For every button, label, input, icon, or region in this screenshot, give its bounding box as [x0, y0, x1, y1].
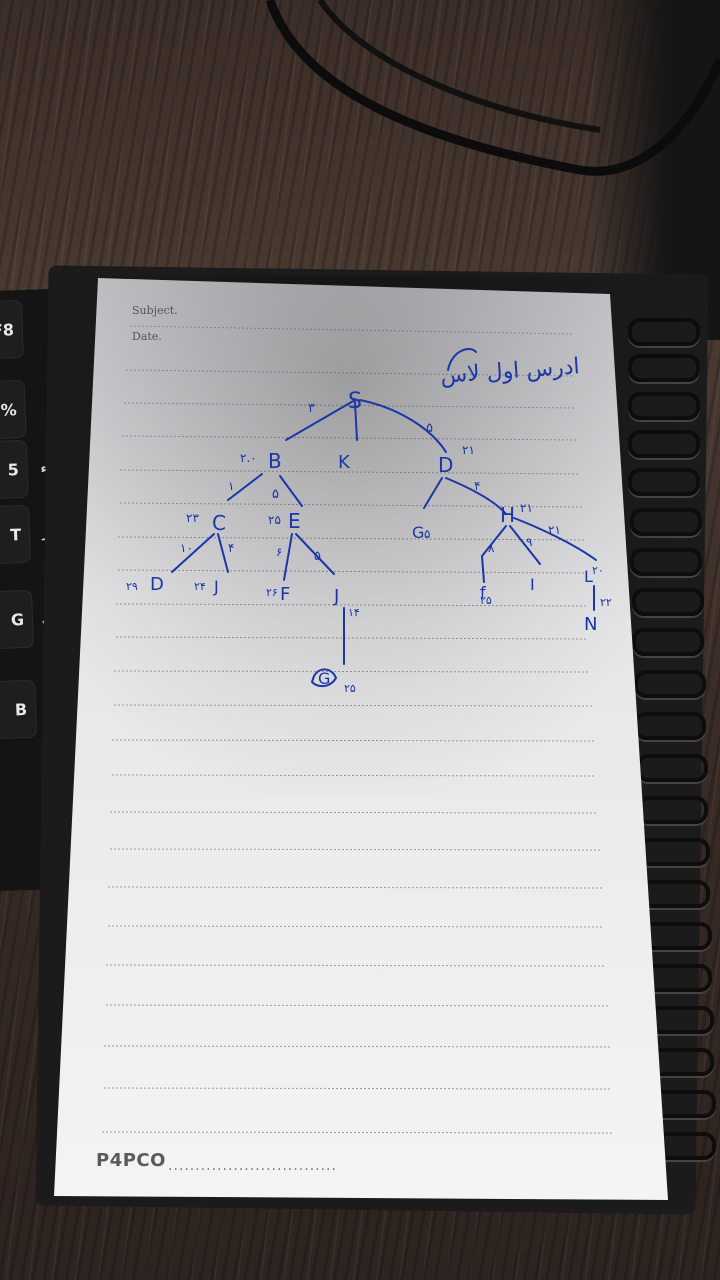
spiral-ring — [628, 354, 700, 382]
cable — [265, 0, 720, 176]
edge-label: ۵ — [314, 549, 321, 564]
node-weight: ۲۳ — [186, 511, 199, 525]
tree-node: C — [212, 511, 226, 535]
spiral-ring — [632, 628, 704, 656]
tree-edge — [354, 401, 358, 441]
node-weight: ۲۱ — [520, 501, 533, 515]
node-weight: ۲۱ — [462, 443, 475, 457]
node-weight: ۲۹ — [126, 580, 138, 593]
tree-node: B — [268, 449, 282, 473]
tree-edge — [285, 399, 356, 441]
tree-node: E — [288, 509, 301, 533]
tree-node: F — [280, 584, 290, 605]
tree-edge — [513, 517, 597, 561]
edge-label: ۲۱ — [548, 523, 561, 537]
spiral-ring — [630, 548, 702, 576]
spiral-ring — [628, 430, 700, 458]
spiral-ring — [632, 588, 704, 616]
tree-edge — [509, 525, 541, 565]
edge-label: ۱۰ — [180, 541, 193, 555]
title-flourish — [447, 348, 477, 371]
tree-node: H — [500, 503, 515, 527]
edge-label: ۵ — [426, 421, 433, 436]
tree-node: J — [213, 577, 219, 596]
edge-label: ۳ — [308, 401, 315, 416]
tree-node: D — [150, 574, 164, 595]
tree-node: f — [480, 583, 486, 602]
tree-edge — [445, 477, 507, 515]
tree-node: J — [333, 586, 339, 607]
tree-node: G — [412, 523, 424, 542]
edge-label: ۵ — [272, 487, 279, 502]
edge-label: ۴ — [474, 479, 480, 493]
node-weight: ۲۵ — [480, 594, 492, 607]
tree-node: G — [318, 669, 330, 688]
edge-label: ۶ — [276, 545, 282, 559]
tree-node: D — [438, 453, 453, 477]
tree-edge — [359, 399, 447, 453]
spiral-ring — [630, 508, 702, 536]
node-weight: ۲۵ — [268, 513, 281, 527]
spiral-ring — [628, 468, 700, 496]
node-weight: ۲۶ — [266, 586, 278, 599]
node-weight: ۲۴ — [194, 580, 206, 593]
paper-sheet — [54, 278, 668, 1200]
handwritten-title: ادرس اول لاس — [440, 354, 581, 389]
tree-edge — [171, 533, 215, 573]
spiral-ring — [634, 670, 706, 698]
brand-dotted-line: ............................... — [168, 1158, 337, 1174]
tree-edge — [481, 525, 507, 583]
edge-label: ۱ — [228, 479, 234, 493]
spiral-ring — [628, 318, 700, 346]
tree-edge — [423, 477, 443, 509]
ruled-lines — [101, 325, 615, 1134]
edge-label: ۴ — [228, 541, 234, 555]
edge-label: ۸ — [488, 541, 495, 555]
date-label: Date. — [132, 330, 162, 343]
tree-node: N — [584, 614, 597, 635]
node-weight: ۲۰ — [592, 564, 604, 577]
tree-node: K — [338, 452, 351, 473]
node-weight: ۲۲ — [600, 596, 612, 609]
edge-label: ۹ — [526, 535, 532, 549]
brand-logo: P4PCO — [96, 1150, 166, 1171]
tree-edge — [217, 533, 229, 573]
node-weight: ۱۴ — [348, 606, 360, 619]
tree-edge — [295, 533, 335, 575]
tree-node: L — [584, 567, 593, 586]
tree-edge — [283, 533, 293, 581]
node-weight: ۲۵ — [344, 682, 356, 695]
spiral-ring — [628, 392, 700, 420]
scribbled-node — [311, 668, 337, 688]
tree-edge — [227, 473, 263, 501]
node-weight: ۲.۰ — [240, 451, 257, 465]
subject-label: Subject. — [132, 304, 178, 317]
node-weight: ۵ — [424, 527, 430, 541]
tree-node: I — [530, 575, 535, 594]
tree-edge — [279, 475, 303, 507]
